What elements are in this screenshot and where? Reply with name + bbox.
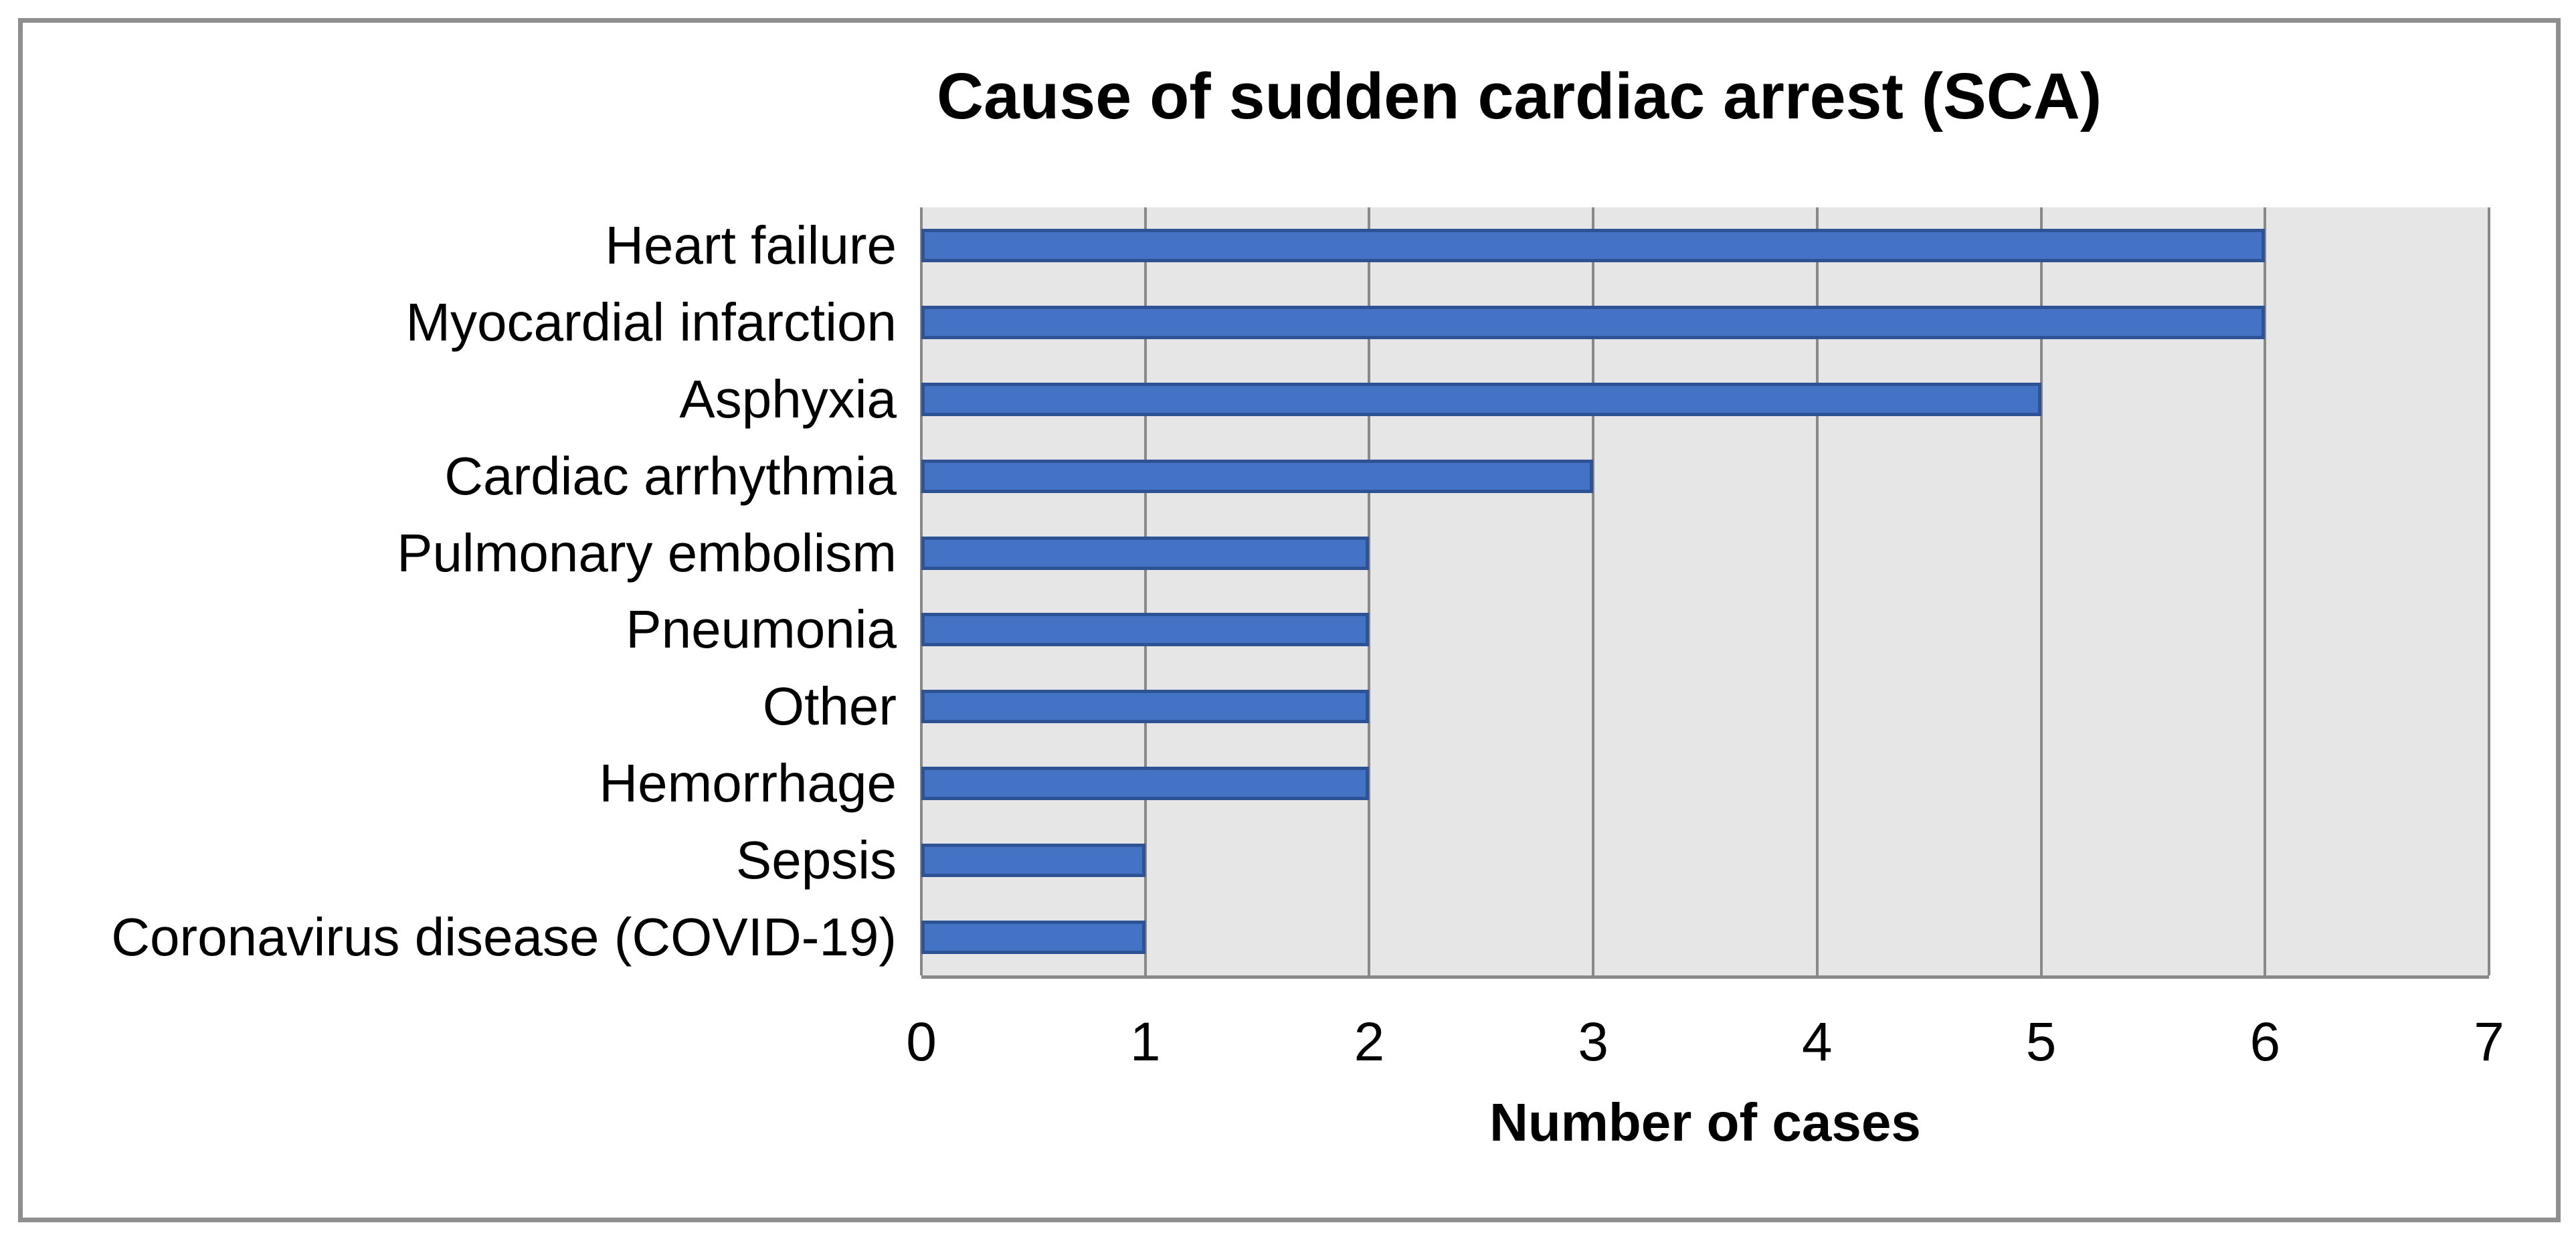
category-label: Pneumonia — [626, 599, 897, 660]
category-label: Heart failure — [605, 215, 897, 276]
bar — [921, 229, 2266, 263]
bar — [921, 920, 1145, 954]
plot-area — [920, 207, 2490, 979]
bar — [921, 306, 2266, 340]
category-label: Myocardial infarction — [405, 292, 897, 353]
x-tick-label: 4 — [1802, 1012, 1833, 1072]
bar — [921, 843, 1145, 877]
gridline-x-3 — [1592, 207, 1595, 975]
category-label: Coronavirus disease (COVID-19) — [111, 907, 897, 967]
x-tick-label: 3 — [1578, 1012, 1608, 1072]
category-label: Asphyxia — [679, 369, 897, 429]
bar — [921, 383, 2041, 416]
bar — [921, 767, 1370, 800]
category-label: Sepsis — [735, 830, 897, 890]
gridline-x-6 — [2264, 207, 2267, 975]
gridline-x-4 — [1815, 207, 1819, 975]
x-axis-title: Number of cases — [1489, 1092, 1921, 1152]
category-label: Pulmonary embolism — [397, 522, 897, 583]
bar — [921, 536, 1370, 570]
x-axis-line — [921, 975, 2489, 979]
category-label: Hemorrhage — [599, 753, 897, 813]
x-tick-label: 2 — [1354, 1012, 1385, 1072]
gridline-x-7 — [2488, 207, 2490, 975]
gridline-x-0 — [920, 207, 923, 975]
x-tick-label: 7 — [2474, 1012, 2504, 1072]
gridline-x-2 — [1368, 207, 1371, 975]
x-tick-label: 0 — [906, 1012, 937, 1072]
y-axis-category-labels: Heart failure Myocardial infarction Asphyx… — [27, 207, 897, 975]
x-tick-label: 6 — [2249, 1012, 2281, 1072]
category-label: Cardiac arrhythmia — [444, 446, 897, 506]
bar — [921, 690, 1370, 724]
x-axis-tick-labels: 0 1 2 3 4 5 6 7 — [906, 1006, 2504, 1079]
x-tick-label: 1 — [1129, 1012, 1161, 1072]
gridline-x-5 — [2039, 207, 2043, 975]
bar — [921, 459, 1594, 493]
category-label: Other — [762, 676, 897, 737]
gridline-x-1 — [1143, 207, 1147, 975]
x-tick-label: 5 — [2025, 1012, 2057, 1072]
bar — [921, 613, 1370, 647]
chart-title: Cause of sudden cardiac arrest (SCA) — [937, 60, 2102, 132]
